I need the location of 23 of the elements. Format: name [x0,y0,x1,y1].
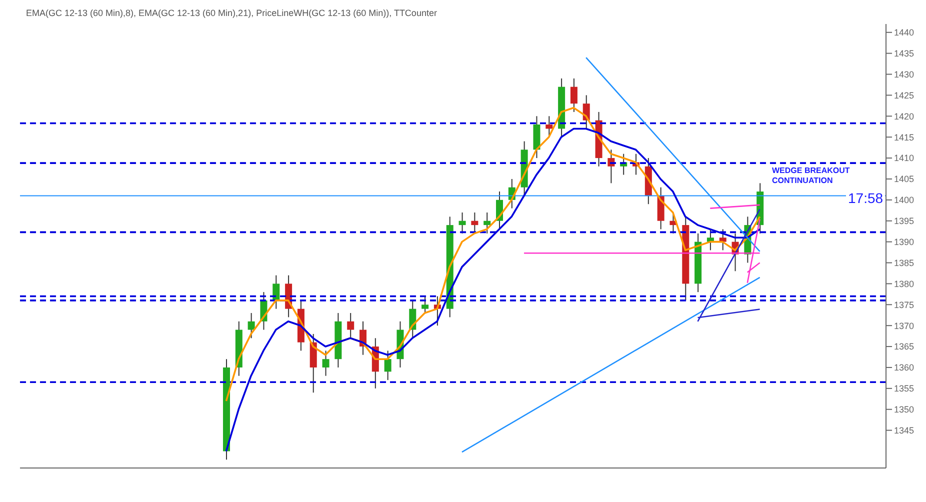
y-tick-label: 1365 [894,342,914,352]
chart-subtitle: EMA(GC 12-13 (60 Min),8), EMA(GC 12-13 (60 Min),21), PriceLineWH(GC 12-13 (60 Min)), TTCounter [26,8,437,18]
y-tick-label: 1415 [894,132,914,142]
y-tick-label: 1410 [894,153,914,164]
y-tick-label: 1385 [894,258,914,268]
y-tick-label: 1395 [894,216,914,226]
y-tick-label: 1420 [894,111,914,122]
y-tick-label: 1400 [894,195,914,206]
text: WEDGE BREAKOUT CONTINUATION [770,166,874,186]
y-tick-label: 1430 [894,69,914,80]
y-tick-label: 1355 [894,384,914,394]
y-tick-label: 1375 [894,300,914,310]
y-tick-label: 1345 [894,425,914,436]
y-tick-label: 1380 [894,278,914,289]
y-tick-label: 1350 [894,404,914,415]
y-tick-label: 1405 [894,174,914,184]
text: 17:58 [846,190,886,206]
y-tick-label: 1390 [894,237,914,248]
y-tick-label: 1370 [894,320,914,331]
y-tick-label: 1360 [894,362,914,373]
y-tick-label: 1440 [894,28,914,38]
y-tick-label: 1425 [894,90,914,100]
y-tick-label: 1435 [894,48,914,59]
